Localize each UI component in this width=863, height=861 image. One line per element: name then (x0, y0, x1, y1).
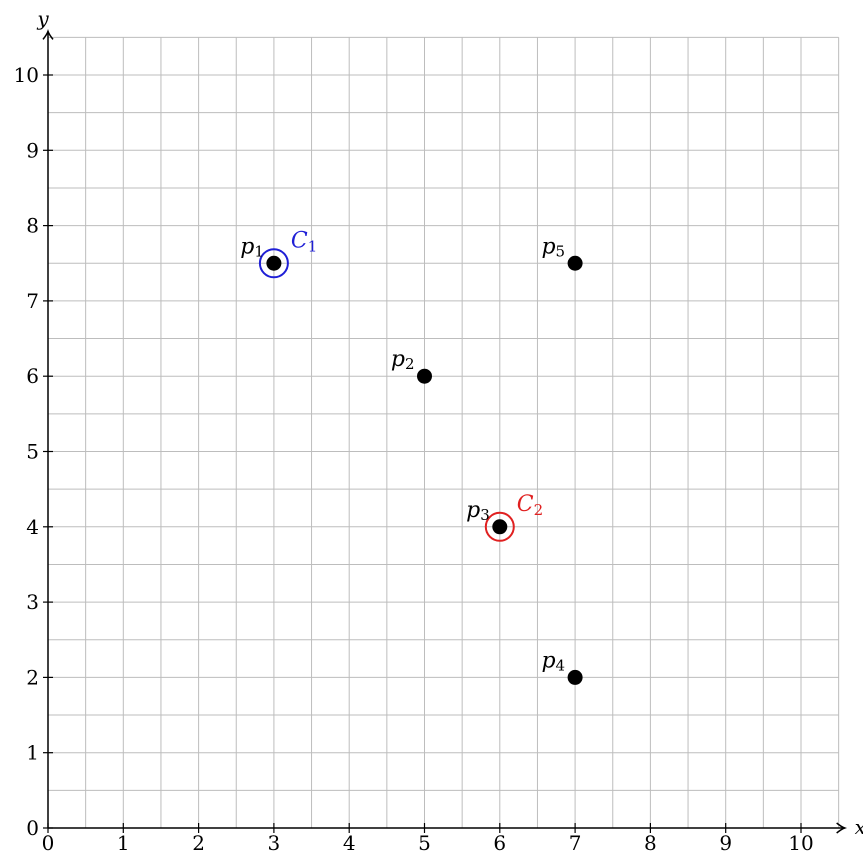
x-tick-label: 7 (569, 831, 582, 855)
point-label: p2 (391, 347, 415, 373)
y-tick-label: 6 (26, 364, 39, 388)
x-tick-label: 0 (42, 831, 55, 855)
x-tick-label: 10 (788, 831, 813, 855)
points: p1 p2 p3 p4 p5 (240, 234, 583, 685)
y-tick-label: 8 (26, 214, 39, 238)
centroid-label: C2 (517, 492, 543, 519)
point-label: p4 (541, 648, 565, 674)
y-tick-label: 7 (26, 289, 39, 313)
centroid-ring (258, 248, 289, 279)
point-label: p3 (466, 498, 490, 524)
y-tick-label: 4 (26, 515, 39, 539)
centroid-label: C1 (291, 228, 317, 255)
y-tick-label: 1 (26, 741, 39, 765)
point-label: p1 (240, 234, 264, 260)
x-axis-arrow-icon (836, 822, 848, 834)
y-axis-label: y (36, 6, 49, 30)
x-tick-label: 6 (493, 831, 506, 855)
y-tick-label: 2 (26, 665, 39, 689)
x-tick-label: 3 (268, 831, 281, 855)
data-point (567, 669, 583, 685)
y-tick-label: 10 (14, 63, 39, 87)
x-tick-label: 5 (418, 831, 431, 855)
x-tick-label: 2 (192, 831, 205, 855)
data-point (417, 368, 432, 384)
y-tick-label: 3 (26, 590, 39, 614)
x-tick-label: 4 (343, 831, 356, 855)
grid (48, 36, 840, 828)
point-label: p5 (541, 234, 565, 260)
data-point (492, 519, 508, 535)
y-axis-arrow-icon (42, 28, 54, 40)
y-tick-label: 0 (26, 816, 39, 840)
ticks: 0 1 2 3 4 5 6 7 8 9 10 0 1 2 3 4 5 6 7 8 9 10 (14, 63, 814, 855)
axes (42, 28, 848, 834)
centroid-ring (484, 511, 515, 542)
x-tick-label: 9 (719, 831, 732, 855)
x-tick-label: 8 (644, 831, 657, 855)
x-tick-label: 1 (117, 831, 130, 855)
y-tick-label: 9 (26, 138, 39, 162)
centroids: C1 C2 (258, 228, 543, 542)
x-axis-label: x (855, 815, 863, 839)
y-tick-label: 5 (26, 440, 39, 464)
data-point (567, 255, 583, 271)
data-point (266, 255, 282, 271)
